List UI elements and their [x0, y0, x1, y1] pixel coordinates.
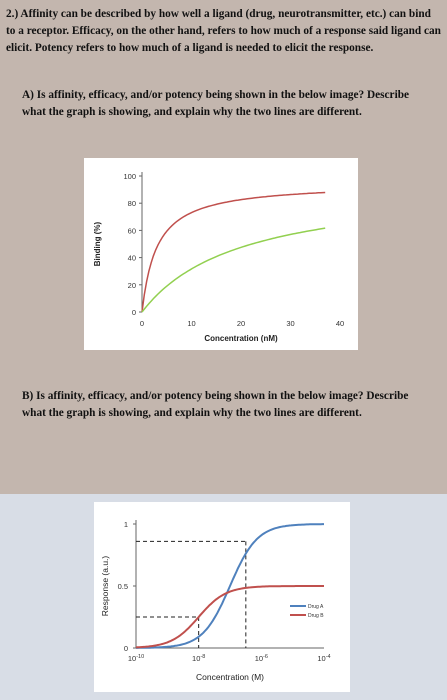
- binding-chart-svg: 0 20 40 60 80 100 0 10 20 30 40 Concentration (nM) B…: [93, 172, 344, 343]
- y-tick-label: 100: [123, 172, 136, 181]
- x-tick-label: 10-6: [255, 654, 268, 663]
- x-tick-label: 0: [140, 319, 144, 328]
- series-line-2: [135, 585, 324, 649]
- series-line-1: [141, 191, 326, 313]
- question-intro: 2.) Affinity can be described by how wel…: [6, 8, 441, 54]
- y-tick-label: 1: [124, 520, 128, 529]
- y-tick-label: 0: [124, 644, 128, 653]
- y-tick-label: 0.5: [118, 582, 128, 591]
- binding-chart: 0 20 40 60 80 100 0 10 20 30 40 Concentration (nM) B…: [84, 158, 358, 350]
- y-axis-label: Response (a.u.): [100, 556, 110, 617]
- x-tick-label: 30: [286, 319, 294, 328]
- x-axis-label: Concentration (M): [196, 672, 264, 682]
- x-tick-label: 10-4: [317, 654, 330, 663]
- response-chart-svg: 0 0.5 1 10-10 10-8 10-6 10-4 Concentration (M) R…: [100, 520, 331, 682]
- response-chart: 0 0.5 1 10-10 10-8 10-6 10-4 Concentration (M) R…: [94, 502, 350, 692]
- x-tick-label: 40: [336, 319, 344, 328]
- x-axis-label: Concentration (nM): [204, 334, 278, 343]
- legend-entry: Drug B: [308, 613, 324, 619]
- y-tick-label: 80: [128, 199, 136, 208]
- series-line-2: [141, 227, 326, 313]
- x-tick-label: 10-10: [128, 654, 144, 663]
- legend-entry: Drug A: [308, 604, 324, 610]
- x-tick-label: 10-8: [192, 654, 205, 663]
- x-tick-label: 10: [187, 319, 195, 328]
- question-part-b: B) Is affinity, efficacy, and/or potency…: [22, 390, 409, 419]
- y-axis-label: Binding (%): [93, 221, 102, 266]
- x-tick-label: 20: [237, 319, 245, 328]
- y-tick-label: 0: [132, 308, 136, 317]
- y-tick-label: 40: [128, 254, 136, 263]
- series-line-1: [136, 523, 324, 649]
- y-tick-label: 60: [128, 226, 136, 235]
- question-part-a: A) Is affinity, efficacy, and/or potency…: [22, 89, 410, 118]
- y-tick-label: 20: [128, 281, 136, 290]
